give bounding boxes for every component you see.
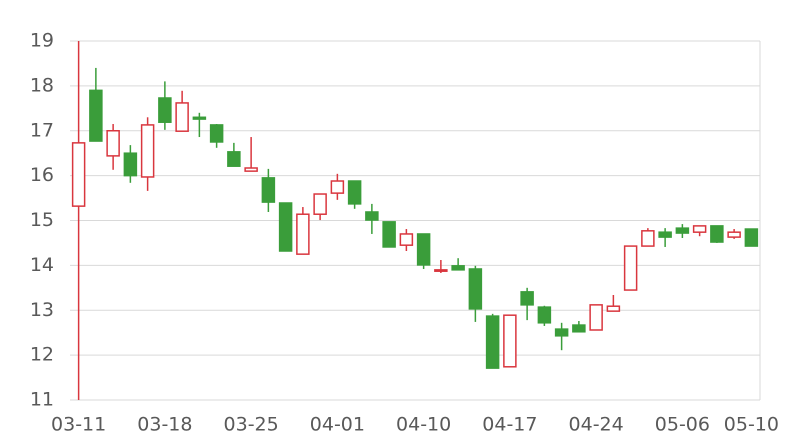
- candle-body: [675, 227, 690, 234]
- candle-body: [451, 265, 465, 271]
- y-tick-label: 19: [30, 30, 54, 52]
- candle-body: [572, 324, 586, 333]
- x-tick-label: 03-25: [224, 414, 279, 436]
- x-tick-label: 03-18: [137, 414, 192, 436]
- candle-body: [158, 97, 172, 123]
- candle-body: [589, 304, 603, 331]
- candle-body: [710, 225, 724, 243]
- candle-body: [537, 306, 552, 324]
- x-tick-label: 04-01: [310, 414, 365, 436]
- y-tick-label: 12: [30, 344, 54, 366]
- candle-body: [296, 213, 310, 255]
- candle-body: [434, 269, 448, 272]
- candle-body: [503, 314, 517, 368]
- candle-body: [106, 130, 120, 157]
- candle-body: [416, 233, 431, 266]
- candle-body: [692, 225, 707, 233]
- y-tick-label: 16: [30, 164, 54, 186]
- candle-body: [244, 167, 258, 172]
- candle-body: [278, 202, 293, 252]
- x-tick-label: 05-06: [655, 414, 710, 436]
- candle-body: [313, 193, 327, 215]
- candle-body: [744, 228, 759, 247]
- x-tick-label: 04-17: [482, 414, 537, 436]
- candle-body: [399, 233, 414, 246]
- candle-body: [382, 221, 396, 248]
- candle-body: [520, 291, 534, 306]
- candle-body: [227, 151, 241, 167]
- y-tick-label: 14: [30, 254, 54, 276]
- candle-body: [623, 245, 638, 291]
- y-tick-label: 11: [30, 389, 54, 411]
- candle-body: [658, 231, 672, 238]
- x-tick-label: 05-10: [724, 414, 779, 436]
- candle-body: [89, 89, 103, 142]
- candle-body: [468, 268, 483, 310]
- x-tick-label: 04-10: [396, 414, 451, 436]
- candle-body: [192, 116, 207, 120]
- x-tick-label: 03-11: [51, 414, 106, 436]
- candle-body: [261, 177, 276, 203]
- candle-body: [347, 180, 362, 205]
- candle-body: [123, 152, 138, 177]
- candle-body: [71, 142, 86, 207]
- candle-body: [365, 211, 379, 221]
- candle-body: [209, 124, 224, 143]
- candle-body: [606, 305, 621, 312]
- x-tick-label: 04-24: [569, 414, 624, 436]
- candle-body: [175, 102, 189, 132]
- y-tick-label: 13: [30, 299, 54, 321]
- candle-body: [641, 230, 655, 247]
- candle-body: [485, 315, 500, 369]
- candle-body: [727, 231, 741, 238]
- y-tick-label: 17: [30, 119, 54, 141]
- y-tick-label: 15: [30, 209, 54, 231]
- candle-body: [140, 124, 155, 178]
- candle-body: [330, 180, 345, 194]
- y-tick-label: 18: [30, 74, 54, 96]
- candle-body: [554, 328, 569, 337]
